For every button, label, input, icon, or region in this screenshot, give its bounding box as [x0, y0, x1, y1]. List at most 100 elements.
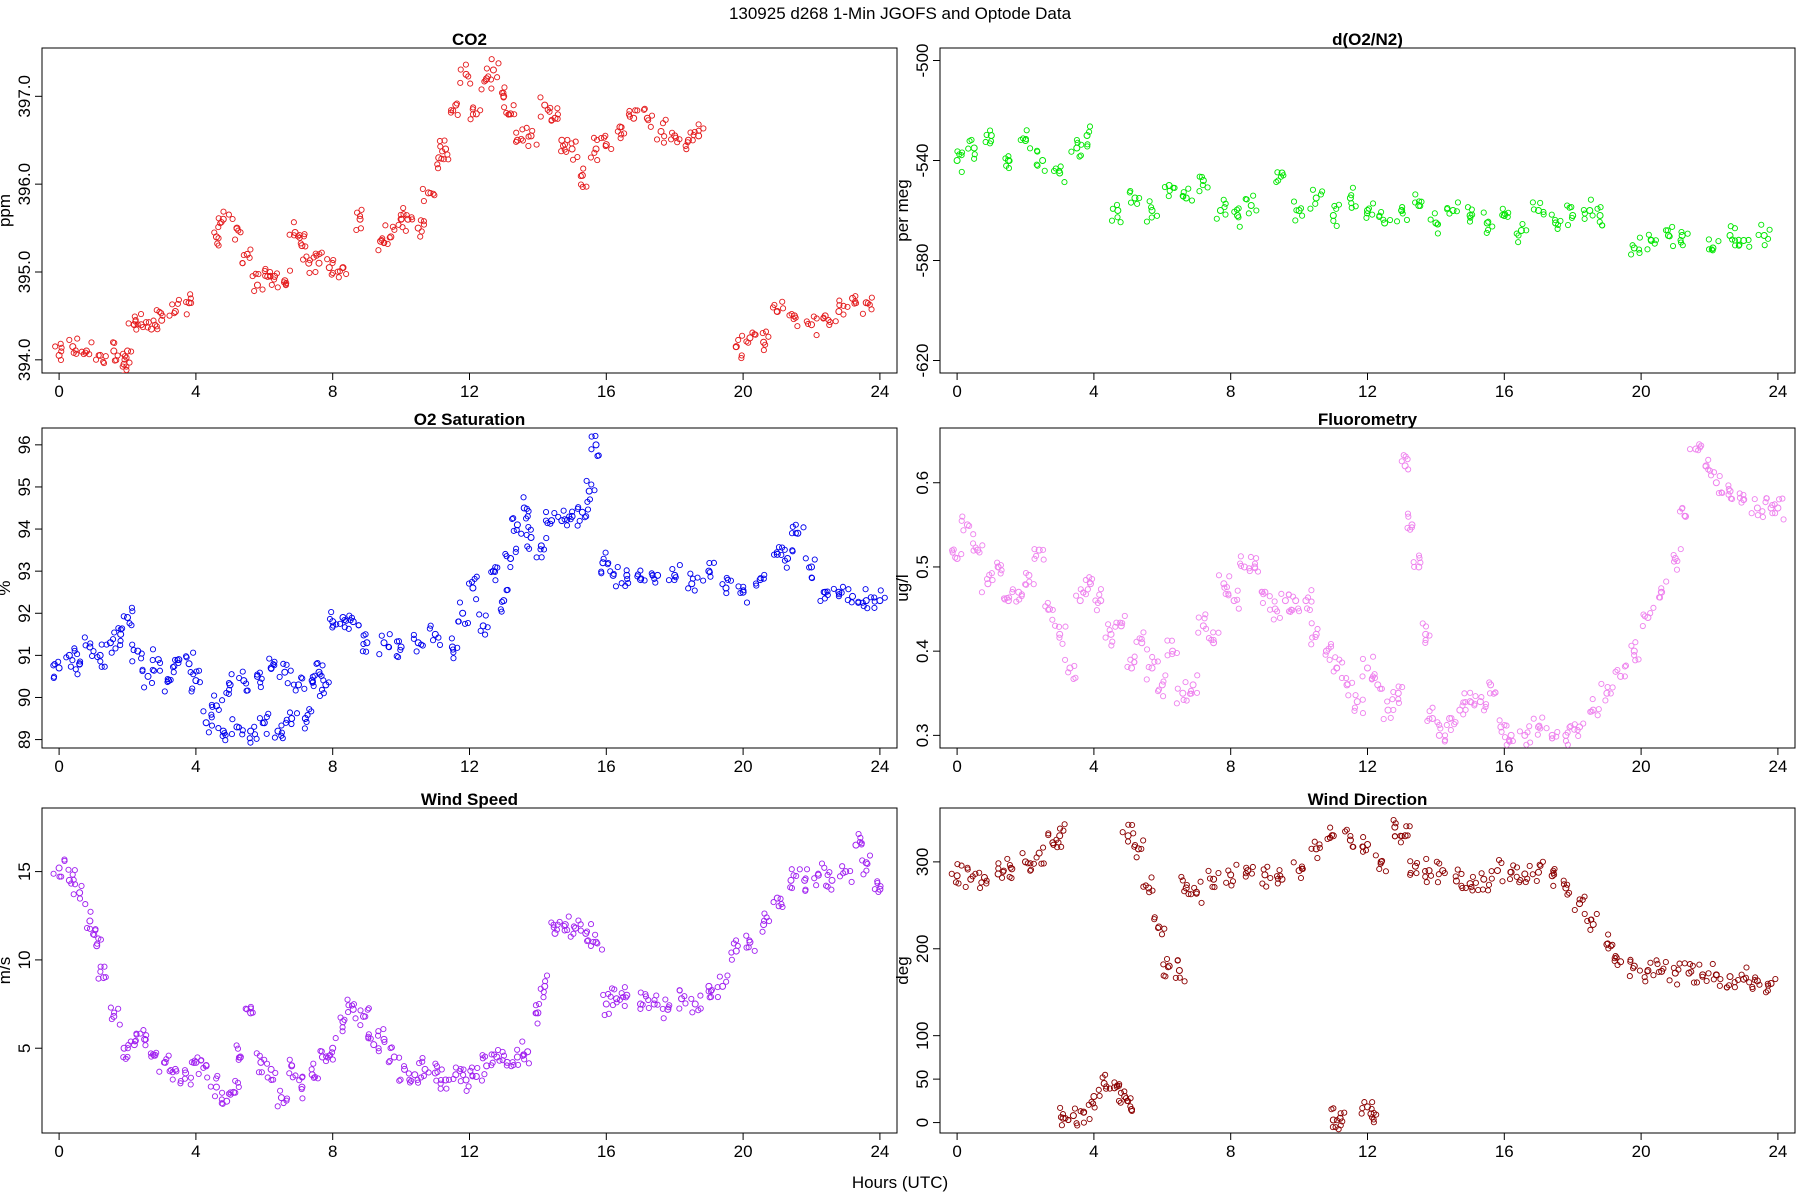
data-point-jitter — [1453, 208, 1460, 215]
data-point-jitter — [313, 660, 320, 667]
data-point-jitter — [507, 564, 514, 571]
data-point-jitter — [1095, 1086, 1102, 1093]
data-point-jitter — [1221, 204, 1228, 211]
data-point-jitter — [1705, 466, 1712, 473]
data-point-jitter — [1161, 183, 1168, 191]
data-point-jitter — [818, 860, 826, 867]
data-point-jitter — [761, 571, 768, 578]
data-point-jitter — [852, 293, 859, 300]
data-point-jitter — [1382, 868, 1389, 875]
data-point-jitter — [1223, 584, 1231, 591]
x-tick-label: 4 — [1089, 382, 1098, 401]
data-point-jitter — [1537, 725, 1544, 732]
data-point-jitter — [1467, 689, 1474, 696]
data-point — [55, 664, 63, 672]
data-point-jitter — [74, 671, 81, 678]
data-point-jitter — [1309, 634, 1316, 641]
y-tick-label: 15 — [15, 862, 34, 881]
data-point-jitter — [232, 236, 239, 243]
data-point-jitter — [111, 1009, 118, 1016]
data-point-jitter — [1462, 706, 1469, 713]
x-tick-label: 12 — [460, 757, 479, 776]
data-point-jitter — [1488, 868, 1495, 875]
data-point-jitter — [1151, 658, 1158, 665]
data-point-jitter — [1125, 821, 1132, 828]
data-point-jitter — [1116, 1081, 1123, 1088]
data-point-jitter — [1222, 211, 1229, 218]
data-point-jitter — [488, 56, 495, 63]
data-point — [1148, 664, 1156, 672]
data-point-jitter — [1772, 510, 1779, 517]
data-point-jitter — [618, 580, 625, 587]
data-point-jitter — [966, 522, 973, 529]
data-point — [171, 308, 179, 316]
data-point-jitter — [160, 1059, 168, 1066]
data-point-jitter — [259, 286, 266, 293]
data-point — [281, 668, 289, 676]
data-point-jitter — [1696, 441, 1703, 448]
data-point-jitter — [1359, 710, 1367, 717]
data-point-jitter — [960, 527, 967, 534]
data-point — [380, 639, 388, 647]
data-point-jitter — [1351, 707, 1358, 714]
data-point-jitter — [1188, 197, 1196, 204]
data-point-jitter — [1766, 226, 1773, 233]
data-point-jitter — [512, 138, 520, 145]
data-point-jitter — [1515, 239, 1522, 246]
data-point-jitter — [328, 271, 335, 278]
data-point — [117, 630, 125, 638]
data-point-jitter — [1471, 700, 1478, 707]
data-point-jitter — [82, 349, 89, 356]
data-point-jitter — [855, 599, 862, 606]
data-point-jitter — [749, 329, 756, 336]
data-point-jitter — [1627, 956, 1634, 963]
data-point-jitter — [129, 608, 136, 615]
data-point-jitter — [617, 135, 624, 142]
data-point-jitter — [94, 940, 101, 947]
data-point-jitter — [1215, 629, 1222, 636]
data-point-jitter — [793, 872, 800, 880]
data-point-jitter — [1507, 869, 1514, 876]
data-point-jitter — [1628, 251, 1635, 258]
data-point-jitter — [130, 647, 137, 654]
data-point-jitter — [460, 1066, 467, 1073]
data-point — [120, 1044, 128, 1052]
data-point-jitter — [1122, 1095, 1130, 1102]
data-point-jitter — [1341, 1109, 1348, 1116]
x-tick-label: 4 — [1089, 1142, 1098, 1161]
data-point — [1035, 546, 1043, 554]
data-point-jitter — [129, 641, 136, 648]
data-point-jitter — [1271, 598, 1278, 605]
x-tick-label: 16 — [1495, 757, 1514, 776]
data-point-jitter — [1699, 973, 1706, 980]
data-point-jitter — [576, 517, 583, 524]
data-point-jitter — [676, 987, 683, 994]
data-point-jitter — [1408, 524, 1415, 531]
data-point-jitter — [563, 148, 570, 155]
data-point-jitter — [564, 136, 571, 144]
data-point-jitter — [808, 575, 816, 582]
data-point-jitter — [121, 356, 128, 363]
data-point-jitter — [828, 886, 835, 893]
data-point-jitter — [1441, 738, 1448, 745]
data-point-jitter — [1736, 241, 1743, 248]
data-point-jitter — [1641, 613, 1648, 620]
data-point-jitter — [211, 229, 218, 236]
data-point-jitter — [559, 142, 567, 149]
data-point — [1148, 207, 1156, 214]
data-point — [623, 571, 631, 579]
data-point-jitter — [1073, 592, 1080, 599]
data-point-jitter — [286, 709, 294, 716]
data-point-jitter — [225, 211, 232, 218]
data-point-jitter — [251, 723, 258, 730]
data-point — [1278, 875, 1286, 883]
data-point — [650, 1000, 658, 1008]
data-point-jitter — [1384, 698, 1391, 705]
y-tick-label: 0.5 — [913, 555, 932, 579]
data-point-jitter — [1705, 236, 1712, 243]
data-point-jitter — [1579, 896, 1586, 903]
data-point-jitter — [1324, 835, 1331, 842]
data-point — [1384, 706, 1392, 714]
data-point-jitter — [1359, 843, 1366, 850]
